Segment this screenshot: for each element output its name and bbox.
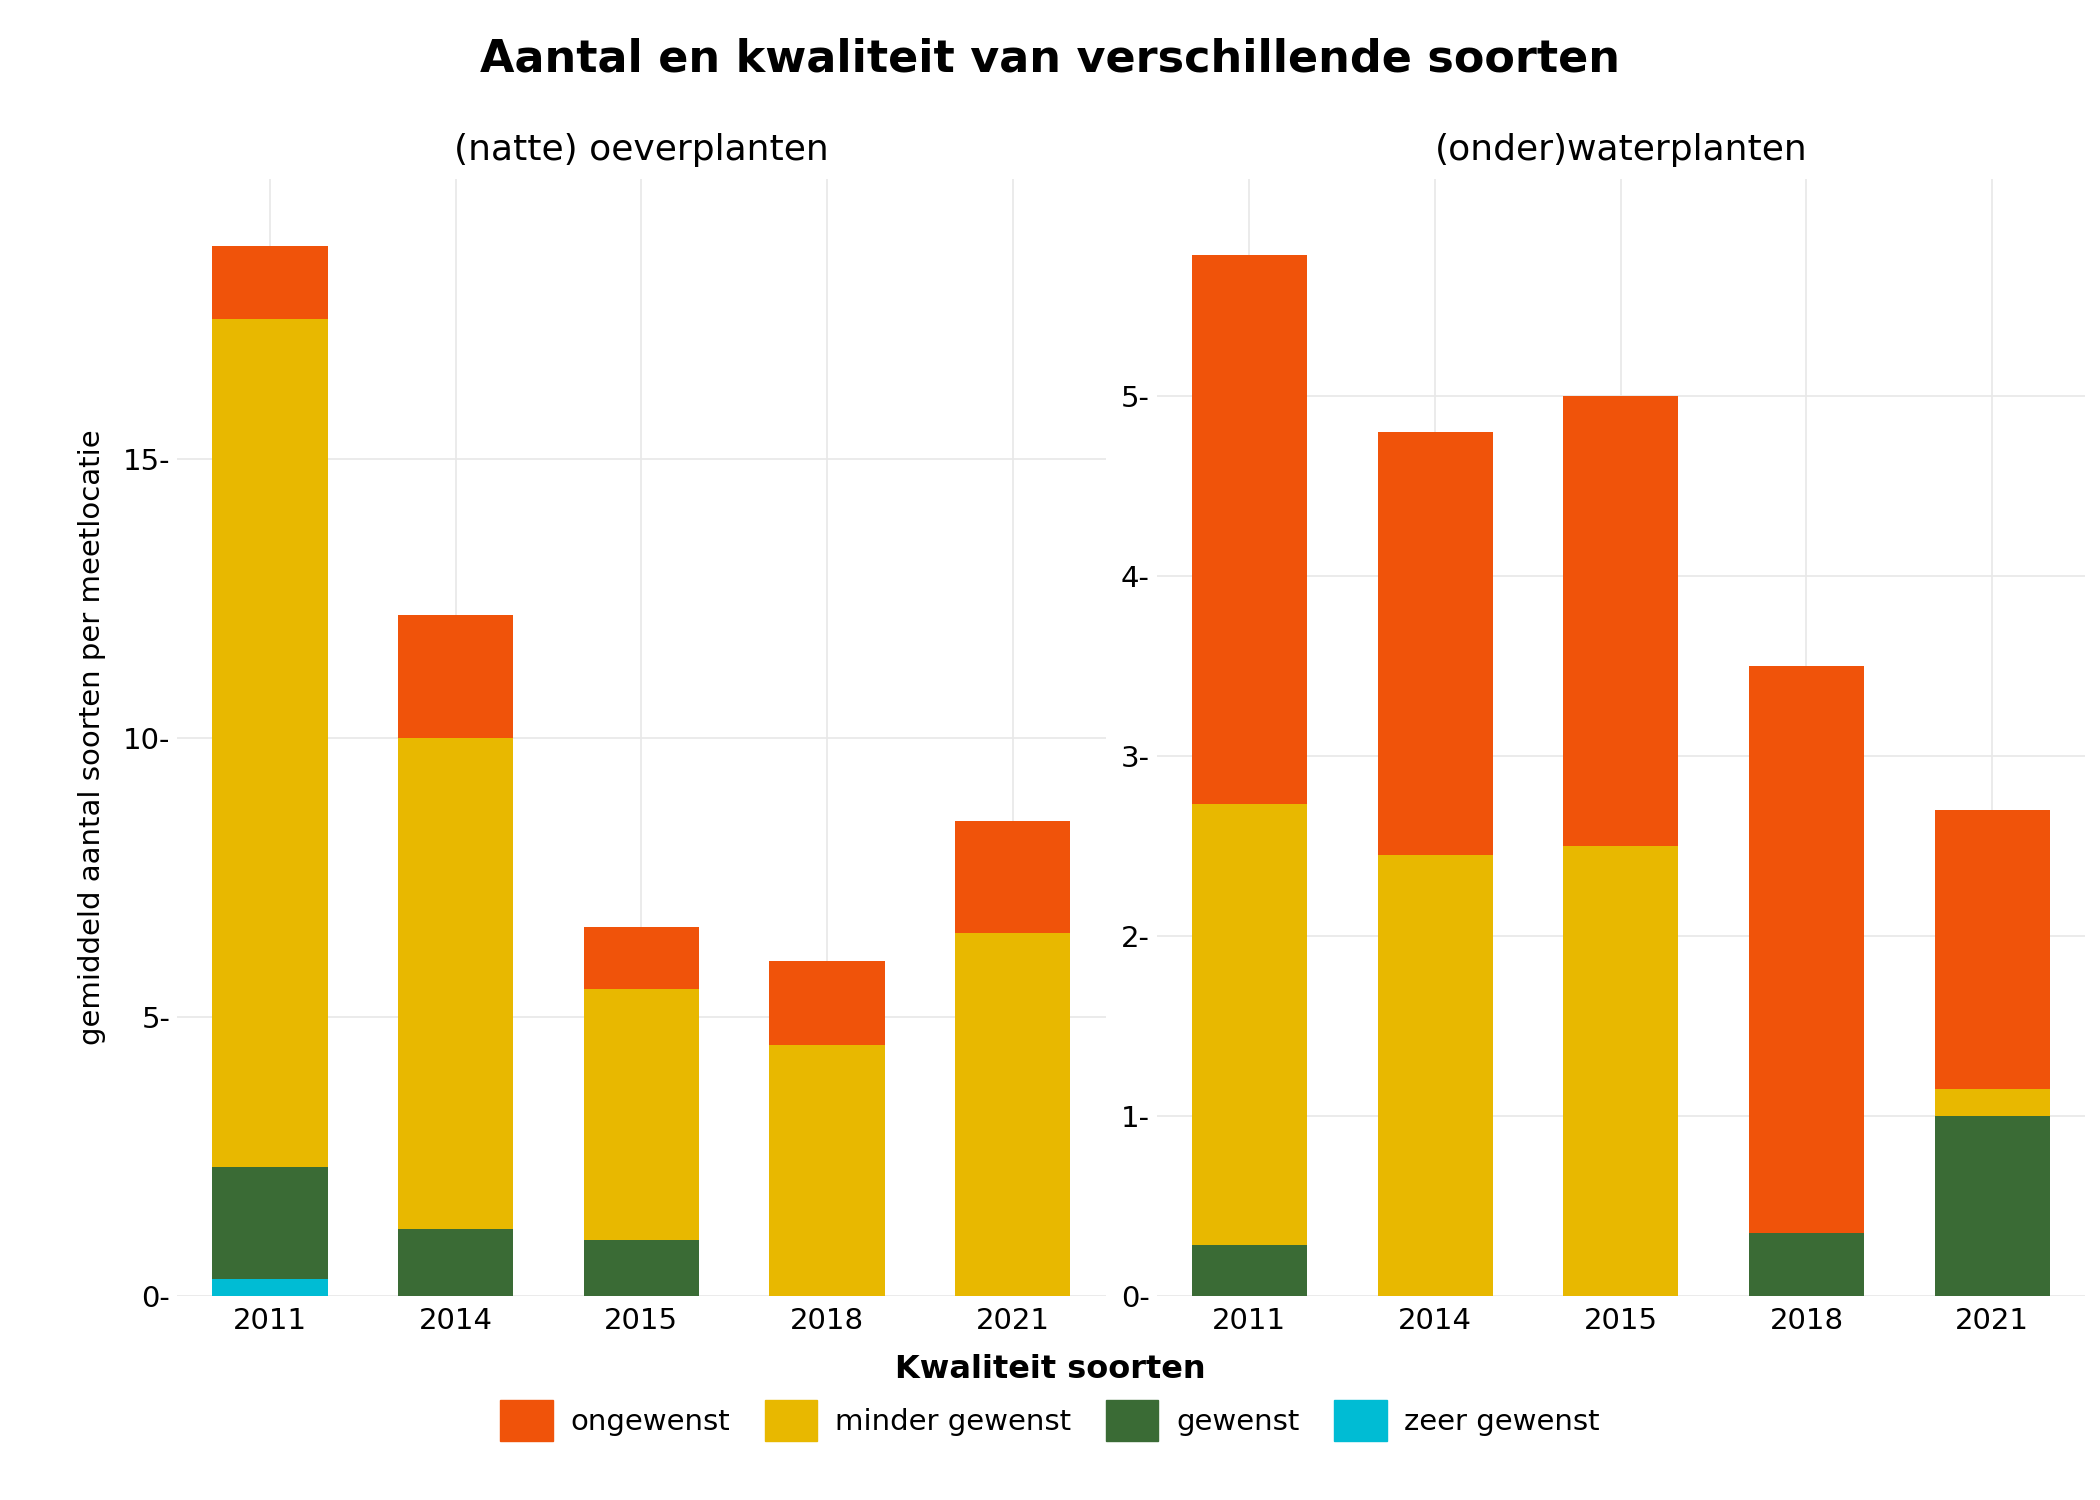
- Bar: [212, 1167, 328, 1280]
- Bar: [584, 988, 699, 1240]
- Text: Aantal en kwaliteit van verschillende soorten: Aantal en kwaliteit van verschillende so…: [481, 38, 1619, 81]
- Bar: [1193, 255, 1306, 804]
- Title: (onder)waterplanten: (onder)waterplanten: [1434, 134, 1808, 166]
- Bar: [212, 246, 328, 320]
- Legend: ongewenst, minder gewenst, gewenst, zeer gewenst: ongewenst, minder gewenst, gewenst, zeer…: [485, 1340, 1615, 1455]
- Bar: [956, 822, 1071, 933]
- Bar: [1562, 846, 1678, 1296]
- Bar: [399, 615, 512, 738]
- Bar: [1193, 1245, 1306, 1296]
- Bar: [956, 933, 1071, 1296]
- Bar: [212, 320, 328, 1167]
- Bar: [1749, 1233, 1865, 1296]
- Bar: [584, 1240, 699, 1296]
- Bar: [1378, 432, 1493, 855]
- Bar: [1934, 1116, 2050, 1296]
- Bar: [1749, 666, 1865, 1233]
- Y-axis label: gemiddeld aantal soorten per meetlocatie: gemiddeld aantal soorten per meetlocatie: [78, 430, 105, 1046]
- Bar: [769, 1044, 884, 1296]
- Bar: [1562, 396, 1678, 846]
- Title: (natte) oeverplanten: (natte) oeverplanten: [454, 134, 830, 166]
- Bar: [1934, 810, 2050, 1089]
- Bar: [584, 927, 699, 988]
- Bar: [399, 1228, 512, 1296]
- Bar: [1193, 804, 1306, 1245]
- Bar: [769, 962, 884, 1044]
- Bar: [1934, 1089, 2050, 1116]
- Bar: [399, 738, 512, 1228]
- Bar: [1378, 855, 1493, 1296]
- Bar: [212, 1280, 328, 1296]
